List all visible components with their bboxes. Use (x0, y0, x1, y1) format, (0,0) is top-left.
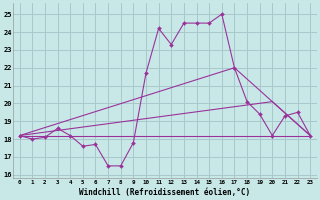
X-axis label: Windchill (Refroidissement éolien,°C): Windchill (Refroidissement éolien,°C) (79, 188, 251, 197)
